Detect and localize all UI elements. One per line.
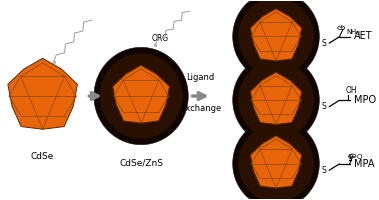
Polygon shape — [238, 0, 314, 76]
Polygon shape — [113, 65, 169, 123]
Text: CdSe: CdSe — [31, 152, 54, 161]
Text: O: O — [356, 154, 362, 160]
Text: AET: AET — [354, 31, 373, 41]
Text: O: O — [348, 154, 353, 160]
Text: Exchange: Exchange — [180, 104, 221, 113]
Text: −: − — [350, 153, 355, 158]
Polygon shape — [251, 136, 302, 188]
Text: S: S — [321, 39, 326, 48]
Text: Ligand: Ligand — [186, 73, 215, 82]
Polygon shape — [233, 0, 319, 81]
Text: MPO: MPO — [354, 95, 376, 105]
Text: ORG: ORG — [152, 34, 169, 43]
Polygon shape — [233, 55, 319, 145]
Polygon shape — [238, 61, 314, 139]
Polygon shape — [8, 58, 77, 129]
Text: +: + — [339, 25, 344, 30]
Text: CdSe/ZnS: CdSe/ZnS — [119, 159, 163, 168]
Text: OH: OH — [346, 86, 357, 95]
Polygon shape — [238, 124, 314, 200]
Polygon shape — [251, 72, 302, 124]
Polygon shape — [100, 53, 182, 139]
Text: MPA: MPA — [354, 159, 374, 169]
Text: S: S — [321, 102, 326, 111]
Text: S: S — [321, 166, 326, 175]
Polygon shape — [94, 47, 188, 145]
Text: NH$_3$: NH$_3$ — [346, 28, 360, 38]
Polygon shape — [233, 119, 319, 200]
Polygon shape — [251, 9, 302, 61]
